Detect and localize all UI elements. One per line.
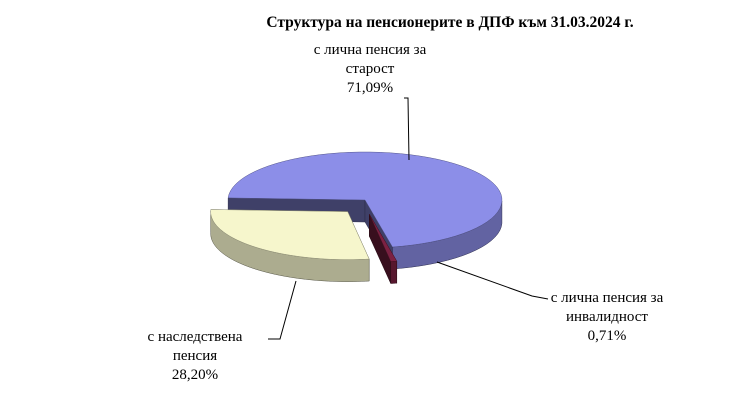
slice: [369, 214, 398, 262]
chart-title: Структура на пенсионерите в ДПФ към 31.0…: [266, 14, 634, 31]
leader-line: [404, 97, 410, 161]
slice-wall: [390, 260, 398, 284]
category-label: с лична пенсия за старост: [313, 42, 427, 77]
slice: [210, 209, 370, 260]
slice-label: с лична пенсия за старост 71,09%: [300, 41, 440, 98]
category-label: с наследствена пенсия: [147, 329, 243, 364]
slice-label: с наследствена пенсия 28,20%: [125, 328, 265, 385]
leader-line: [436, 261, 549, 300]
value-label: 28,20%: [171, 367, 219, 383]
category-label: с лична пенсия за инвалидност: [550, 290, 664, 325]
slice-label: с лична пенсия за инвалидност 0,71%: [532, 289, 682, 346]
slice: [227, 151, 503, 248]
value-label: 71,09%: [346, 80, 394, 96]
leader-line: [268, 280, 297, 340]
value-label: 0,71%: [587, 328, 627, 344]
